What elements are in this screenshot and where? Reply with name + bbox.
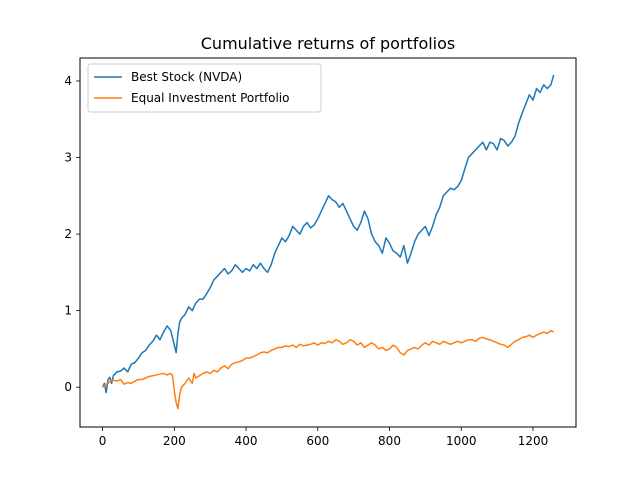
- legend-label: Equal Investment Portfolio: [131, 91, 289, 105]
- y-axis: 0 1 2 3 4: [64, 74, 80, 394]
- y-tick-label: 2: [64, 227, 72, 241]
- x-tick-label: 600: [306, 434, 329, 448]
- series-line-best-stock: [101, 74, 555, 394]
- x-tick-label: 0: [99, 434, 107, 448]
- x-axis: 0 200 400 600 800 1000 1200: [99, 427, 548, 448]
- x-tick-label: 1200: [518, 434, 549, 448]
- chart-title: Cumulative returns of portfolios: [201, 34, 456, 53]
- legend-box: [87, 63, 322, 113]
- y-tick-label: 4: [64, 74, 72, 88]
- y-tick-label: 1: [64, 304, 72, 318]
- y-tick-label: 3: [64, 151, 72, 165]
- y-tick-label: 0: [64, 380, 72, 394]
- series-line-equal-portfolio: [102, 329, 555, 410]
- axes-frame: [79, 57, 577, 428]
- plot-area: [101, 74, 555, 410]
- x-tick-label: 400: [235, 434, 258, 448]
- legend: Best Stock (NVDA) Equal Investment Portfo…: [87, 63, 322, 113]
- x-tick-label: 1000: [446, 434, 477, 448]
- x-tick-label: 200: [163, 434, 186, 448]
- x-tick-label: 800: [378, 434, 401, 448]
- legend-label: Best Stock (NVDA): [131, 70, 242, 84]
